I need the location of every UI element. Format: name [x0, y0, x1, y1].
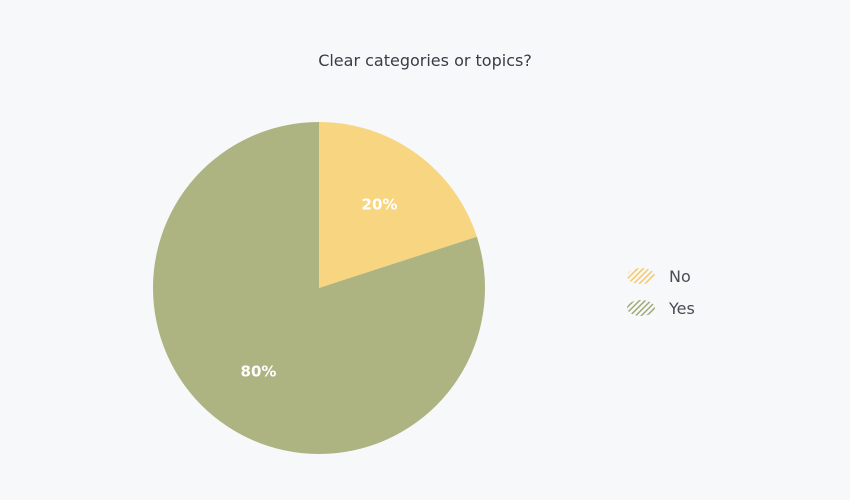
legend-item-no[interactable]: No [627, 267, 691, 286]
legend-label-no: No [669, 267, 691, 286]
pie-slice-label-no: 20% [362, 196, 398, 214]
chart-title: Clear categories or topics? [318, 51, 532, 70]
legend-item-yes[interactable]: Yes [627, 299, 695, 318]
pie-slice-label-yes: 80% [241, 362, 277, 380]
legend-swatch-yes [627, 300, 655, 316]
pie-slices [152, 122, 486, 454]
pie-slice-labels: 20% 80% [241, 196, 398, 381]
legend-swatch-no [627, 268, 655, 284]
pie-slice-no[interactable] [319, 122, 477, 288]
chart-legend: No Yes [627, 267, 695, 318]
pie-slice-yes[interactable] [152, 122, 486, 454]
legend-label-yes: Yes [668, 299, 695, 318]
